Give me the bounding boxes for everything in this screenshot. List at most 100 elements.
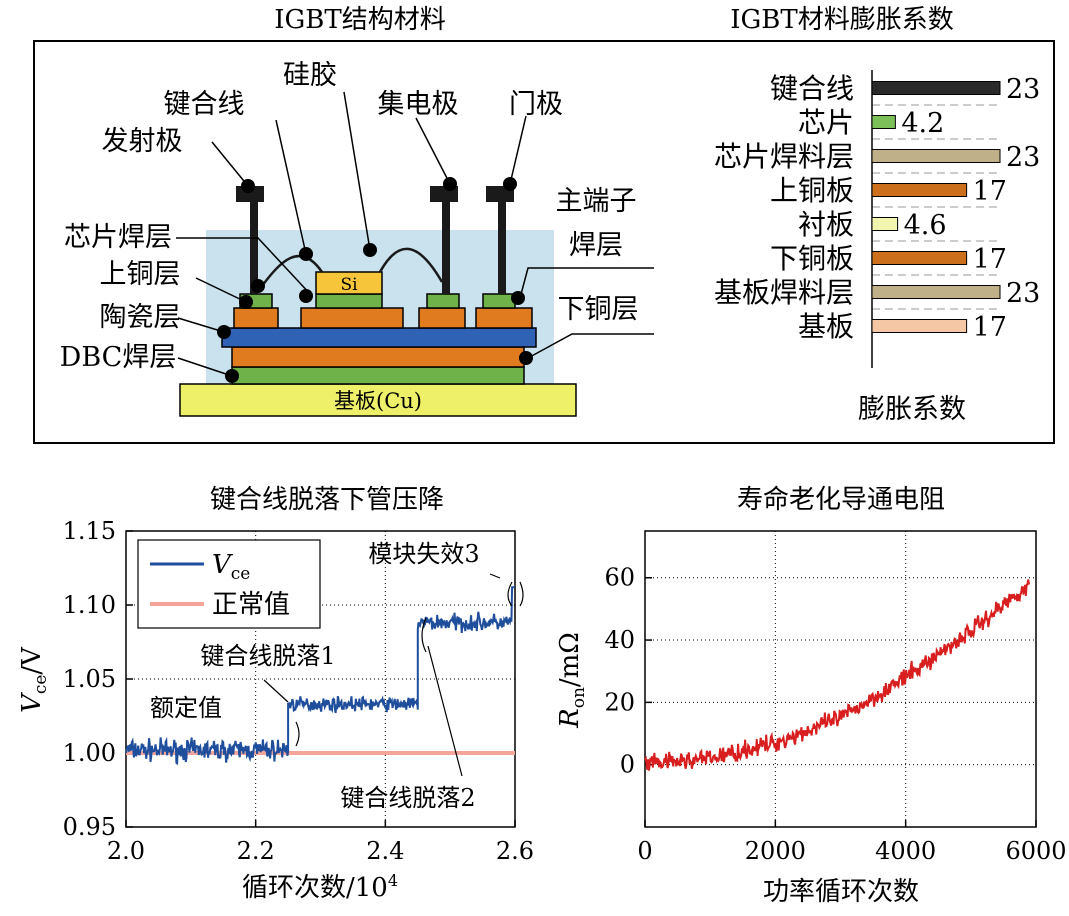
y-tick-label: 1.15 <box>63 517 116 545</box>
igbt-structure-diagram: 基板(Cu) Si <box>60 60 654 417</box>
bar-category-label: 下铜板 <box>770 242 854 275</box>
expansion-chart-title: IGBT材料膨胀系数 <box>730 5 954 35</box>
vce-xlabel: 循环次数/104 <box>242 871 398 903</box>
bar-value-label: 17 <box>973 244 1007 275</box>
vce-chart-title: 键合线脱落下管压降 <box>210 485 444 515</box>
legend-label-normal: 正常值 <box>212 590 290 620</box>
x-tick-label: 2000 <box>745 837 806 865</box>
vce-annotation-markers <box>263 573 524 777</box>
gate-terminal <box>486 186 514 294</box>
bar-5 <box>871 251 968 265</box>
label-gate: 门极 <box>509 89 563 120</box>
bar-value-label: 23 <box>1006 74 1040 105</box>
label-silicone: 硅胶 <box>283 60 337 91</box>
annotation-drop1: 键合线脱落1 <box>200 642 335 670</box>
callout-dots <box>217 177 533 383</box>
x-tick-label: 6000 <box>1005 837 1066 865</box>
label-main-terminal-solder-1: 主端子 <box>556 186 637 217</box>
y-tick-label: 1.05 <box>63 665 116 693</box>
bar-7 <box>871 319 968 333</box>
x-tick-label: 2.2 <box>237 837 275 865</box>
bar-value-label: 4.2 <box>901 108 944 139</box>
si-chip <box>315 271 383 295</box>
vce-series-line <box>125 586 515 766</box>
bar-category-label: 基板 <box>798 310 854 343</box>
bar-category-label: 基板焊料层 <box>714 276 854 309</box>
label-lower-copper: 下铜层 <box>558 294 639 325</box>
bar-category-label: 芯片焊料层 <box>714 140 854 173</box>
vce-legend: Vce 正常值 <box>137 539 321 629</box>
legend-label-vce: Vce <box>212 550 250 584</box>
y-tick-label: 1.00 <box>63 739 116 767</box>
y-tick-label: 40 <box>604 626 635 654</box>
bar-category-label: 衬板 <box>798 208 854 241</box>
ron-xlabel: 功率循环次数 <box>763 877 919 907</box>
bar-2 <box>871 149 1001 163</box>
label-main-terminal-solder-2: 焊层 <box>569 230 623 261</box>
si-chip-label: Si <box>340 275 358 295</box>
x-tick-label: 2.6 <box>496 837 534 865</box>
x-tick-label: 0 <box>637 837 652 865</box>
collector-terminal <box>430 186 458 294</box>
y-tick-label: 1.10 <box>63 591 116 619</box>
bar-dividers <box>872 104 1000 310</box>
structure-title: IGBT结构材料 <box>274 5 446 35</box>
bar-value-label: 23 <box>1006 278 1040 309</box>
emitter-terminal <box>236 186 264 294</box>
ron-plot-frame <box>644 530 1037 828</box>
vce-legend-box <box>137 539 321 629</box>
label-emitter: 发射极 <box>102 126 183 157</box>
x-tick-label: 2.0 <box>107 837 145 865</box>
bar-4 <box>871 217 899 231</box>
solder-collector <box>426 293 460 309</box>
bar-0 <box>871 81 1001 95</box>
label-chip-solder: 芯片焊层 <box>64 222 172 253</box>
baseplate <box>179 383 577 417</box>
bond-wire-left <box>261 254 324 287</box>
ron-series-line <box>644 579 1030 771</box>
bar-marks: 键合线 23 芯片 4.2 芯片焊料层 23 上铜板 17 衬板 4.6 下铜板 17 基板焊料层 23 基… <box>714 72 1040 343</box>
annotation-failure: 模块失效3 <box>368 540 479 568</box>
y-tick-label: 20 <box>604 688 635 716</box>
structure-callouts <box>176 91 654 377</box>
ron-chart: 0 2000 4000 6000 0 20 40 60 功率循环次数 Ron/mΩ <box>555 530 1067 907</box>
upper-copper-chip <box>300 307 404 329</box>
x-tick-label: 4000 <box>875 837 936 865</box>
bar-category-label: 芯片 <box>798 106 854 139</box>
x-tick-label: 2.4 <box>366 837 404 865</box>
annotation-drop2: 键合线脱落2 <box>340 784 475 812</box>
bar-1 <box>871 115 896 129</box>
y-tick-label: 0 <box>620 751 635 779</box>
bar-3 <box>871 183 968 197</box>
label-collector: 集电极 <box>378 89 459 120</box>
dbc-solder-layer <box>231 366 525 385</box>
bar-value-label: 4.6 <box>904 210 947 241</box>
upper-copper-left <box>233 307 279 329</box>
vce-ylabel: Vce/V <box>17 646 51 713</box>
upper-copper-gate <box>475 307 533 329</box>
expansion-bar-chart: 键合线 23 芯片 4.2 芯片焊料层 23 上铜板 17 衬板 4.6 下铜板 17 基板焊料层 23 基… <box>714 70 1040 425</box>
bar-category-label: 键合线 <box>770 72 854 105</box>
ron-ylabel: Ron/mΩ <box>555 632 589 729</box>
label-bond-wire: 键合线 <box>164 89 245 120</box>
chip-solder-layer <box>315 293 383 309</box>
annotation-rated: 额定值 <box>150 694 222 722</box>
y-tick-label: 0.95 <box>63 813 116 841</box>
upper-copper-collector <box>418 307 466 329</box>
label-ceramic: 陶瓷层 <box>100 302 181 333</box>
top-panel-frame <box>33 40 1055 444</box>
ron-chart-title: 寿命老化导通电阻 <box>737 485 945 515</box>
solder-gate <box>482 293 516 309</box>
bar-value-label: 17 <box>973 176 1007 207</box>
vce-ticks: 2.0 2.2 2.4 2.6 0.95 1.00 1.05 1.10 1.15 <box>63 517 535 865</box>
y-tick-label: 60 <box>604 564 635 592</box>
bar-value-label: 23 <box>1006 142 1040 173</box>
label-dbc-solder: DBC焊层 <box>60 342 177 373</box>
ceramic-layer <box>221 327 537 348</box>
bar-category-label: 上铜板 <box>770 174 854 207</box>
bond-wire-right <box>378 247 444 283</box>
bar-xlabel: 膨胀系数 <box>858 394 966 425</box>
bar-6 <box>871 285 1001 299</box>
bar-value-label: 17 <box>973 312 1007 343</box>
